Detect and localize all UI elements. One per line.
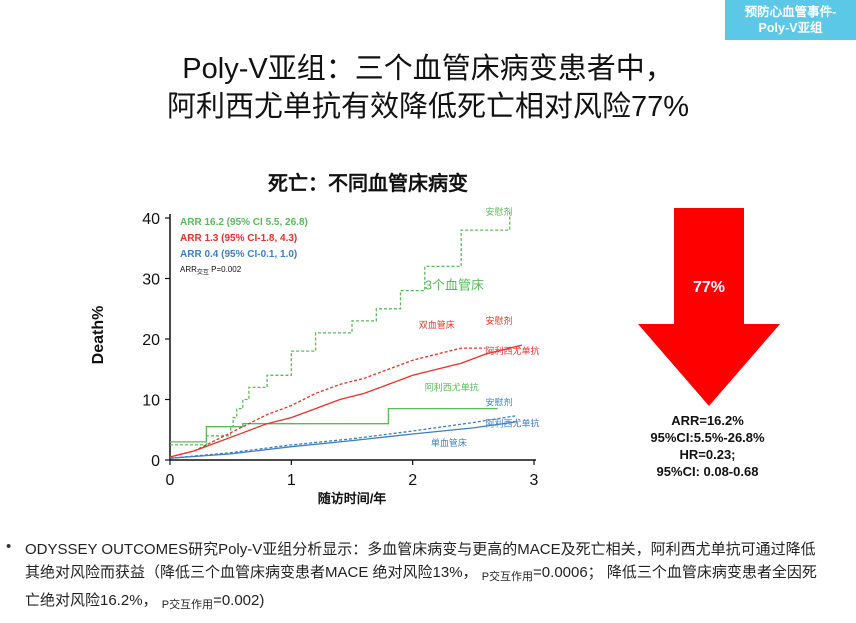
p-sub-2: 交互作用 — [169, 599, 214, 611]
stats-box: ARR=16.2% 95%CI:5.5%-26.8% HR=0.23; 95%C… — [620, 412, 795, 480]
series-line — [170, 212, 511, 446]
annotation: ARR 16.2 (95% CI 5.5, 26.8) — [180, 217, 308, 228]
slide-title-line2: 阿利西尤单抗有效降低死亡相对风险77% — [166, 91, 690, 123]
bullet-dot: • — [6, 538, 12, 555]
footnote: ODYSSEY OUTCOMES研究Poly-V亚组分析显示：多血管床病变与更高… — [25, 538, 825, 617]
x-tick-label: 1 — [287, 472, 296, 489]
series-label: 安慰剂 — [485, 397, 512, 408]
stat-arr: ARR=16.2% — [671, 413, 744, 428]
series-label: 3个血管床 — [425, 277, 484, 292]
y-tick-label: 10 — [142, 393, 160, 410]
series-line — [169, 347, 486, 458]
series-label: 阿利西尤单抗 — [485, 418, 539, 429]
annotation: ARR 0.4 (95% CI-0.1, 1.0) — [180, 249, 297, 260]
series-label: 阿利西尤单抗 — [425, 381, 479, 392]
section-tag: 预防心血管事件- Poly-V亚组 — [725, 0, 856, 40]
annotation: ARR 1.3 (95% CI-1.8, 4.3) — [180, 233, 297, 244]
arrow-label: 77% — [693, 279, 725, 296]
section-tag-line1: 预防心血管事件- — [744, 5, 837, 19]
chart-title: 死亡：不同血管床病变 — [268, 171, 468, 195]
series-label: 双血管床 — [419, 319, 455, 330]
stat-hr-ci: 95%CI: 0.08-0.68 — [656, 464, 759, 479]
arrow-shape — [638, 208, 780, 406]
p-label-2: P — [161, 599, 170, 611]
slide-title-line1: Poly-V亚组：三个血管床病变患者中， — [182, 53, 674, 85]
p-value-2: =0.002) — [213, 592, 265, 609]
x-tick-label: 2 — [408, 472, 417, 489]
y-tick-label: 20 — [142, 332, 160, 349]
series-label: 阿利西尤单抗 — [485, 345, 539, 356]
p-value-1: =0.0006； — [533, 564, 603, 581]
annotation: ARR交互 P=0.002 — [180, 265, 242, 276]
series-label: 单血管床 — [431, 437, 467, 448]
y-axis-label: Death% — [90, 306, 107, 365]
series-label: 安慰剂 — [485, 315, 512, 326]
x-tick-label: 0 — [166, 472, 175, 489]
series-line — [169, 344, 523, 458]
stat-arr-ci: 95%CI:5.5%-26.8% — [650, 430, 765, 445]
x-axis-label: 随访时间/年 — [318, 491, 387, 506]
p-sub-1: 交互作用 — [489, 571, 534, 583]
section-tag-line2: Poly-V亚组 — [758, 21, 823, 35]
stat-hr: HR=0.23; — [679, 447, 736, 462]
footnote-text1: ODYSSEY OUTCOMES研究Poly-V亚组分析显示：多血管床病变与更高… — [25, 541, 816, 581]
series-line — [170, 407, 498, 443]
y-tick-label: 40 — [142, 211, 160, 228]
y-tick-label: 0 — [151, 453, 160, 470]
series-line — [169, 415, 516, 459]
footnote-text2: 降低三个血管床病变患者全因死亡绝对风险16.2%， — [25, 564, 817, 609]
x-tick-label: 3 — [530, 472, 539, 489]
y-tick-label: 30 — [142, 272, 160, 289]
series-label: 安慰剂 — [485, 206, 512, 217]
reduction-arrow: 77% — [636, 208, 782, 413]
series-line — [169, 421, 516, 459]
p-label-1: P — [481, 571, 490, 583]
